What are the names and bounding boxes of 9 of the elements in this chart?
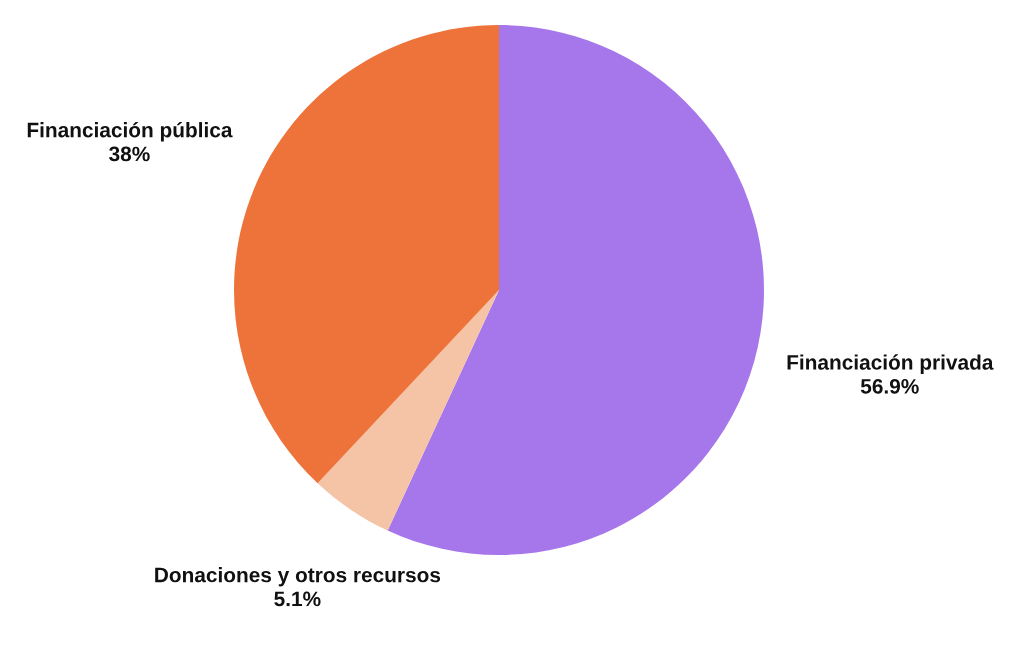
slice-label: Donaciones y otros recursos [155, 567, 441, 587]
data-label: 5.1% [274, 591, 321, 607]
data-label: 56.9% [860, 378, 919, 394]
pie-slice [387, 25, 764, 555]
data-label: 38% [109, 146, 150, 162]
pie-slice [234, 25, 499, 484]
slice-label: Financiación privada [787, 354, 994, 374]
slice-label: Financiación pública [27, 121, 233, 142]
pie-slice [317, 290, 499, 531]
